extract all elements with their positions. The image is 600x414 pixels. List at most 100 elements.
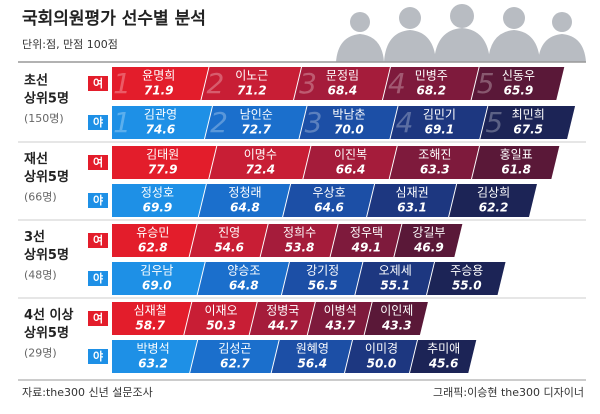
party-box: [88, 311, 108, 326]
group-label: 상위5명: [24, 169, 69, 185]
group-count: (29명): [24, 347, 57, 360]
value-label: 64.6: [314, 201, 344, 215]
value-label: 72.7: [241, 123, 271, 137]
rank-number: 3: [299, 67, 317, 100]
value-label: 74.6: [146, 123, 176, 137]
name-label: 김성곤: [218, 342, 251, 356]
bar-segment: [209, 146, 311, 179]
value-label: 62.8: [138, 241, 168, 255]
bar-segment: [112, 224, 197, 257]
bar-segment: [449, 184, 537, 217]
name-label: 신동우: [502, 69, 535, 83]
value-label: 55.1: [380, 279, 410, 293]
bar-segment: [472, 146, 560, 179]
value-label: 72.4: [246, 163, 276, 177]
bar-segment: [204, 106, 307, 139]
name-label: 이재오: [204, 304, 237, 318]
party-box: [88, 76, 108, 91]
value-label: 63.2: [138, 357, 168, 371]
value-label: 71.9: [144, 84, 174, 98]
bar-segment: [471, 67, 565, 100]
name-label: 최민희: [512, 108, 545, 122]
credit: 그래픽:이승현 the300 디자이너: [433, 386, 584, 399]
name-label: 이명수: [244, 148, 277, 162]
bar-segment: [260, 224, 338, 257]
name-label: 윤명희: [142, 69, 175, 83]
group-count: (66명): [24, 191, 57, 204]
name-label: 이노근: [235, 69, 268, 83]
bar-segment: [197, 262, 289, 295]
bar-segment: [249, 302, 315, 335]
value-label: 49.1: [351, 241, 382, 255]
party-box: [88, 271, 108, 286]
name-label: 정성호: [141, 186, 174, 200]
bar-segment: [344, 340, 417, 373]
rank-number: 1: [113, 67, 131, 100]
value-label: 43.7: [324, 319, 355, 333]
name-label: 정희수: [283, 226, 316, 240]
party-label: 여: [93, 76, 103, 90]
party-box: [88, 115, 108, 130]
name-label: 강길부: [412, 226, 445, 240]
name-label: 유승민: [136, 226, 169, 240]
value-label: 63.3: [420, 163, 450, 177]
bar-segment: [112, 146, 217, 179]
bar-segment: [367, 184, 457, 217]
bar-segment: [281, 262, 363, 295]
silhouettes: [336, 4, 586, 62]
bar-segment: [112, 184, 206, 217]
group-label: 초선: [24, 73, 48, 89]
party-box: [88, 349, 108, 364]
value-label: 71.2: [237, 84, 267, 98]
group-label: 3선: [24, 229, 45, 245]
value-label: 77.9: [148, 163, 178, 177]
bar-segment: [112, 302, 192, 335]
bar-segment: [299, 106, 398, 139]
bar-segment: [190, 340, 279, 373]
value-label: 45.6: [428, 357, 459, 371]
value-label: 56.5: [308, 279, 338, 293]
name-label: 김우남: [140, 264, 173, 278]
bar-segment: [307, 302, 372, 335]
source: 자료:the300 신년 설문조사: [22, 386, 153, 399]
name-label: 이인제: [380, 304, 413, 318]
name-label: 정우택: [350, 226, 383, 240]
bar-segment: [283, 184, 375, 217]
value-label: 69.1: [425, 123, 455, 137]
rank-number: 1: [113, 106, 131, 139]
name-label: 김관영: [144, 108, 177, 122]
bar-segment: [112, 262, 205, 295]
party-label: 여: [93, 233, 103, 247]
bar-segment: [389, 146, 479, 179]
rank-number: 5: [485, 106, 503, 139]
group-label: 상위5명: [24, 247, 69, 263]
name-label: 박병석: [137, 342, 170, 356]
name-label: 정청래: [228, 186, 261, 200]
bar-segment: [184, 302, 257, 335]
value-label: 50.0: [367, 357, 397, 371]
value-label: 67.5: [513, 123, 543, 137]
name-label: 강기정: [306, 264, 339, 278]
value-label: 55.0: [452, 279, 482, 293]
name-label: 이병석: [324, 304, 357, 318]
group-count: (48명): [24, 269, 57, 282]
value-label: 64.8: [230, 201, 260, 215]
value-label: 66.4: [336, 163, 366, 177]
name-label: 김민기: [423, 108, 456, 122]
rank-number: 3: [305, 106, 323, 139]
value-label: 68.4: [328, 84, 358, 98]
name-label: 양승조: [227, 264, 260, 278]
party-label: 야: [93, 193, 103, 207]
bar-segment: [271, 340, 352, 373]
name-label: 이진복: [334, 148, 367, 162]
party-label: 야: [93, 115, 103, 129]
name-label: 주승용: [450, 264, 483, 278]
name-label: 박남춘: [332, 108, 365, 122]
value-label: 63.1: [397, 201, 427, 215]
bar-segment: [303, 146, 397, 179]
party-box: [88, 233, 108, 248]
bar-segment: [330, 224, 402, 257]
bar-segment: [480, 106, 576, 139]
name-label: 추미애: [427, 342, 460, 356]
